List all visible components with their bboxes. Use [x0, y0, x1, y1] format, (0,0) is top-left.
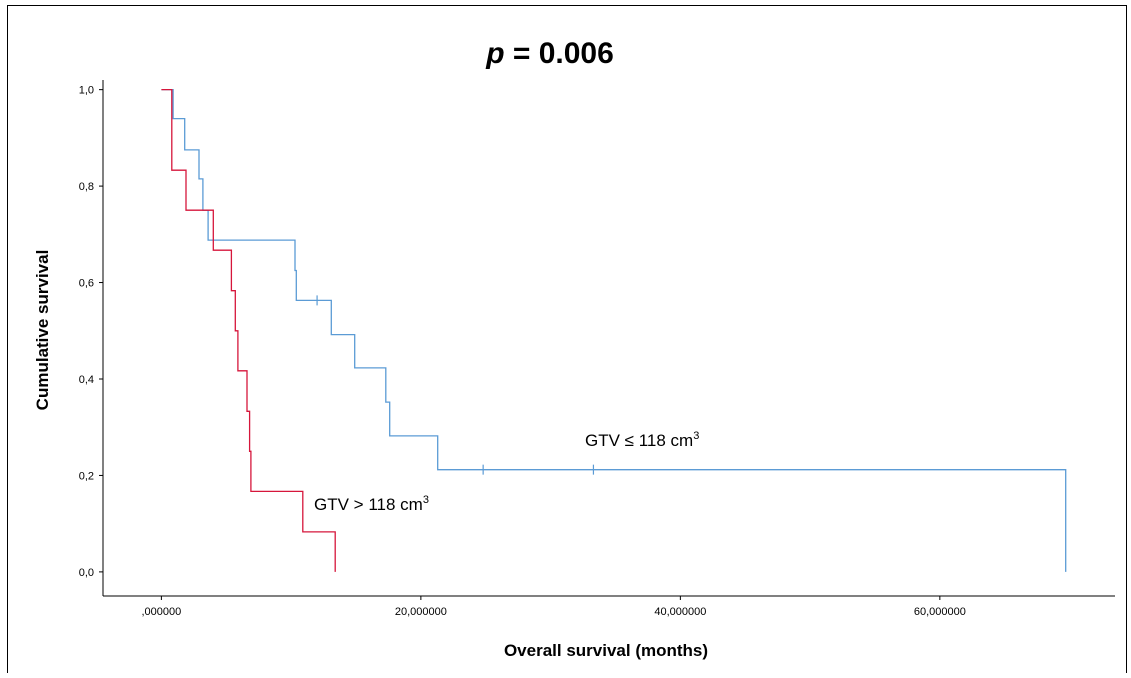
y-tick-label: 0,2: [79, 470, 94, 482]
series-line-1: [161, 88, 1067, 572]
x-tick-label: ,000000: [142, 606, 182, 618]
chart-frame: [7, 5, 1127, 673]
title-prefix: p: [485, 37, 504, 70]
label-gtv-le-118-text: GTV ≤ 118 cm: [585, 431, 693, 450]
axes: 0,0 0,2 0,4 0,6 0,8 1,0 ,000000 20,000000 40,000…: [79, 80, 1115, 618]
label-gtv-gt-118: GTV > 118 cm3: [314, 494, 429, 514]
label-gtv-gt-118-text: GTV > 118 cm: [314, 495, 423, 514]
series-layer: [161, 88, 1067, 572]
label-gtv-gt-118-sup: 3: [423, 494, 429, 506]
y-tick-label: 0,8: [79, 181, 94, 193]
y-axis-label: Cumulative survival: [33, 250, 52, 411]
y-tick-label: 0,0: [79, 567, 94, 579]
y-tick-label: 0,6: [79, 278, 94, 290]
x-tick-label: 40,000000: [654, 606, 706, 618]
label-gtv-le-118-sup: 3: [693, 430, 699, 442]
label-gtv-le-118: GTV ≤ 118 cm3: [585, 430, 699, 450]
x-axis-label: Overall survival (months): [504, 641, 708, 660]
chart-title: p = 0.006: [485, 37, 614, 70]
x-tick-label: 60,000000: [914, 606, 966, 618]
title-suffix: = 0.006: [505, 37, 614, 70]
y-tick-label: 0,4: [79, 374, 94, 386]
series-line-2: [161, 88, 336, 572]
x-tick-label: 20,000000: [395, 606, 447, 618]
y-tick-label: 1,0: [79, 85, 94, 97]
